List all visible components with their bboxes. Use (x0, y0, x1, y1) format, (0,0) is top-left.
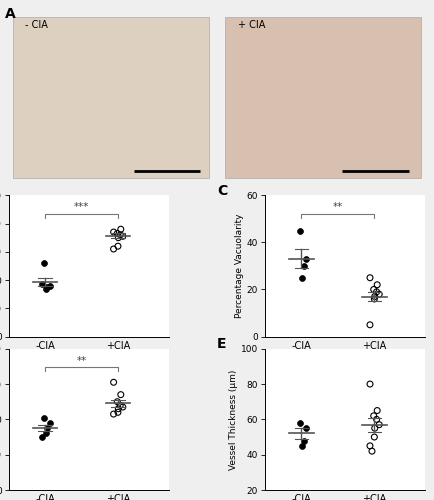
Point (110, 410, 117, 418)
Point (115, 408, 122, 416)
Point (374, 281, 381, 289)
Bar (225, 17, 421, 178)
Point (46, 282, 53, 290)
Point (368, 447, 375, 455)
Point (44, 424, 51, 432)
Y-axis label: Vessel Thickness (μm): Vessel Thickness (μm) (229, 369, 238, 470)
Point (114, 230, 121, 237)
Point (370, 412, 377, 420)
Point (38, 433, 45, 441)
Point (40, 259, 47, 267)
Point (299, 274, 306, 281)
Point (366, 321, 373, 329)
Point (115, 242, 122, 250)
Point (40, 414, 47, 422)
Point (110, 245, 117, 253)
Text: C: C (217, 184, 227, 198)
Point (43, 430, 49, 438)
Text: + CIA: + CIA (238, 20, 265, 30)
Bar (13, 17, 209, 178)
Point (370, 286, 377, 294)
Point (371, 295, 378, 303)
Point (44, 283, 51, 291)
Point (117, 401, 124, 409)
Point (297, 226, 304, 234)
Point (302, 424, 309, 432)
Y-axis label: Percentage Vacuolarity: Percentage Vacuolarity (235, 214, 244, 318)
Point (300, 436, 307, 444)
Text: E: E (217, 338, 227, 351)
Point (117, 225, 124, 233)
Text: **: ** (333, 202, 343, 212)
Point (115, 405, 122, 413)
Text: - CIA: - CIA (25, 20, 48, 30)
Point (300, 262, 307, 270)
Point (366, 442, 373, 450)
Text: ***: *** (74, 202, 89, 212)
Point (297, 419, 304, 427)
Point (117, 390, 124, 398)
Point (299, 442, 306, 450)
Point (43, 284, 49, 292)
Point (367, 274, 374, 281)
Point (110, 378, 117, 386)
Point (373, 288, 380, 296)
Text: A: A (4, 6, 15, 20)
Point (367, 380, 374, 388)
Point (46, 419, 53, 427)
Point (371, 433, 378, 441)
Point (115, 234, 122, 241)
Point (117, 231, 124, 239)
Point (302, 255, 309, 263)
Point (110, 228, 117, 236)
Point (374, 406, 381, 414)
Point (373, 416, 380, 424)
Point (119, 232, 126, 240)
Point (119, 403, 126, 411)
Point (114, 398, 121, 406)
Text: **: ** (76, 356, 87, 366)
Point (376, 290, 383, 298)
Point (371, 292, 378, 300)
Point (376, 420, 383, 428)
Point (371, 424, 378, 432)
Point (38, 280, 45, 288)
